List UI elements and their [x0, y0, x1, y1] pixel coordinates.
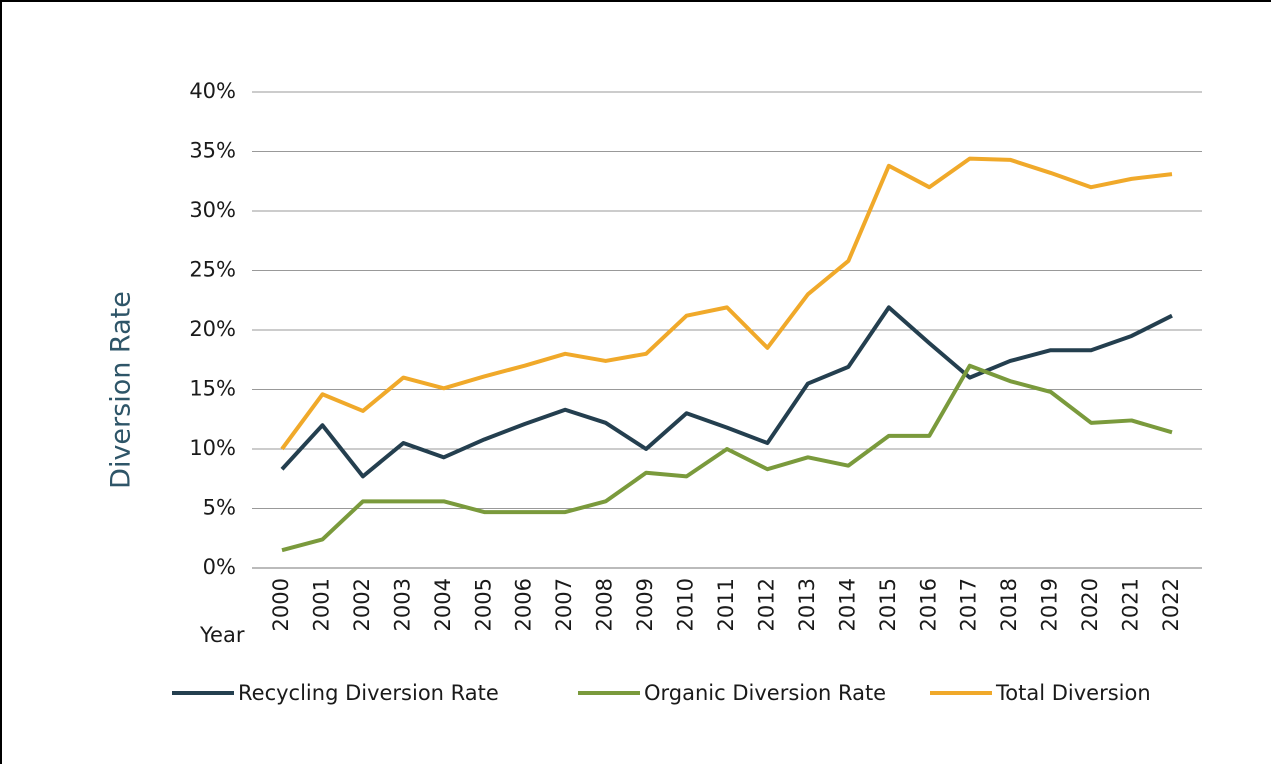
x-tick-label: 2016	[916, 578, 940, 631]
x-tick-label: 2003	[390, 578, 414, 631]
x-tick-label: 2022	[1159, 578, 1183, 631]
y-tick-label: 30%	[189, 198, 236, 222]
y-axis-title: Diversion Rate	[106, 291, 137, 489]
legend-label: Recycling Diversion Rate	[238, 681, 499, 705]
x-tick-label: 2005	[471, 578, 495, 631]
line-series	[281, 363, 1173, 553]
x-tick-label: 2002	[350, 578, 374, 631]
x-tick-label: 2011	[714, 578, 738, 631]
y-tick-label: 5%	[203, 496, 236, 520]
legend-label: Organic Diversion Rate	[644, 681, 886, 705]
x-axis-title: Year	[199, 623, 245, 647]
y-tick-label: 25%	[189, 258, 236, 282]
y-tick-label: 10%	[189, 436, 236, 460]
x-tick-label: 2015	[876, 578, 900, 631]
line-series	[280, 305, 1173, 479]
x-tick-label: 2010	[674, 578, 698, 631]
legend-label: Total Diversion	[995, 681, 1151, 705]
x-tick-label: 2013	[795, 578, 819, 631]
x-tick-label: 2004	[431, 578, 455, 631]
x-tick-label: 2014	[835, 578, 859, 631]
y-tick-label: 15%	[189, 377, 236, 401]
y-tick-label: 35%	[189, 139, 236, 163]
x-tick-label: 2020	[1078, 578, 1102, 631]
x-tick-label: 2017	[957, 578, 981, 631]
x-tick-label: 2021	[1119, 578, 1143, 631]
x-tick-label: 2001	[309, 578, 333, 631]
x-tick-label: 2000	[269, 578, 293, 631]
x-tick-label: 2007	[552, 578, 576, 631]
x-tick-label: 2018	[997, 578, 1021, 631]
x-tick-label: 2019	[1038, 578, 1062, 631]
x-tick-label: 2009	[633, 578, 657, 631]
y-tick-label: 0%	[203, 555, 236, 579]
line-series	[280, 156, 1173, 451]
y-tick-label: 40%	[189, 79, 236, 103]
x-tick-label: 2012	[754, 578, 778, 631]
x-tick-label: 2008	[593, 578, 617, 631]
y-tick-label: 20%	[189, 317, 236, 341]
x-tick-label: 2006	[512, 578, 536, 631]
